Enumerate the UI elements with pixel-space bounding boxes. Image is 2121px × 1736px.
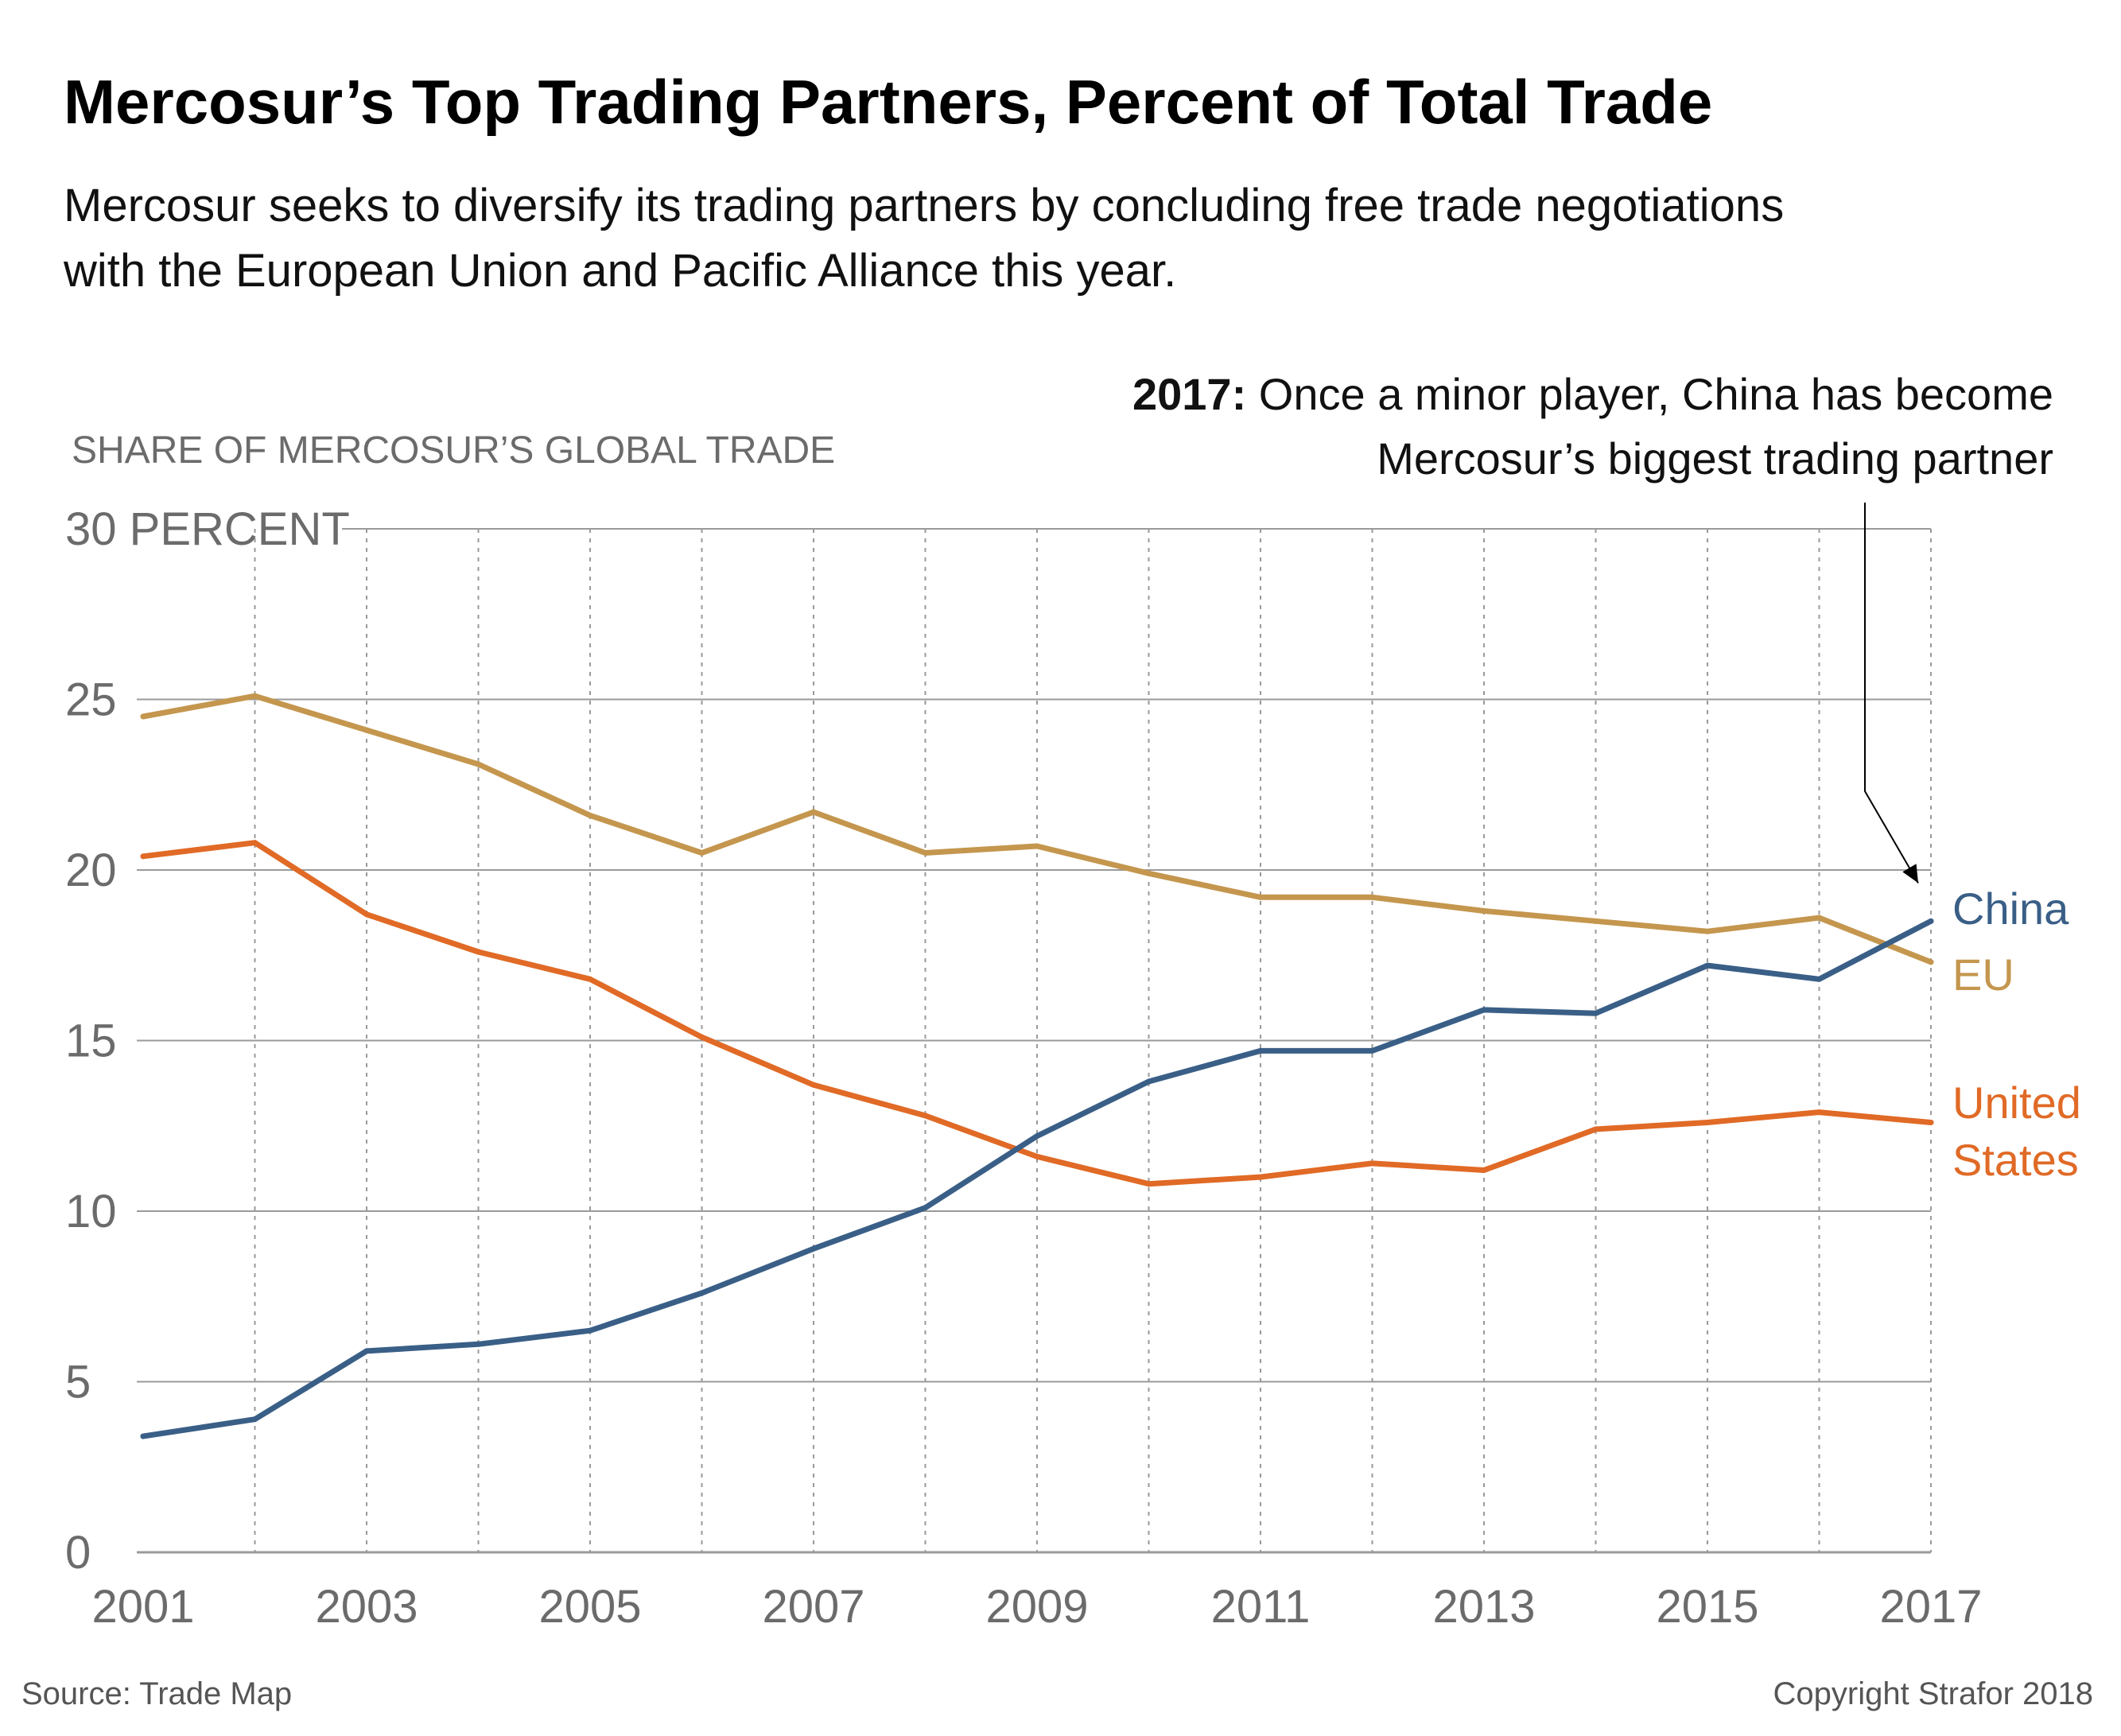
data-point-united-states-2014 (1593, 1126, 1599, 1132)
x-tick-label-2009: 2009 (985, 1581, 1088, 1633)
horizontal-gridlines (137, 528, 1931, 1383)
data-point-united-states-2013 (1481, 1167, 1487, 1174)
data-point-eu-2001 (140, 713, 146, 720)
data-point-china-2011 (1257, 1047, 1264, 1054)
chart-subtitle-line-1: Mercosur seeks to diversify its trading … (64, 180, 1784, 231)
data-point-eu-2015 (1704, 928, 1711, 934)
x-tick-label-2003: 2003 (315, 1581, 418, 1633)
y-tick-label-30: 30 PERCENT (65, 503, 350, 555)
data-point-united-states-2008 (923, 1113, 928, 1119)
x-tick-label-2015: 2015 (1656, 1581, 1758, 1633)
data-point-china-2016 (1816, 976, 1822, 982)
x-tick-label-2011: 2011 (1211, 1581, 1311, 1633)
y-tick-label-10: 10 (65, 1186, 117, 1237)
annotation-arrow-line (1864, 503, 1919, 884)
data-point-eu-2010 (1146, 870, 1152, 876)
data-point-china-2008 (923, 1205, 928, 1211)
data-point-united-states-2012 (1369, 1160, 1375, 1167)
data-point-china-2010 (1146, 1078, 1152, 1085)
y-tick-label-20: 20 (65, 845, 117, 896)
data-point-united-states-2009 (1034, 1153, 1040, 1159)
data-point-china-2001 (140, 1433, 146, 1439)
data-point-united-states-2003 (363, 911, 370, 918)
data-point-eu-2006 (699, 850, 705, 856)
data-point-eu-2003 (363, 727, 370, 733)
series-china (140, 918, 1934, 1439)
y-axis-tick-labels: 0 5 10 15 20 25 30 PERCENT (65, 503, 350, 1579)
data-point-china-2012 (1369, 1047, 1375, 1054)
x-tick-label-2007: 2007 (762, 1581, 864, 1633)
y-tick-label-25: 25 (65, 674, 117, 726)
series-label-china: China (1952, 884, 2069, 934)
series-eu (140, 693, 1934, 965)
series-united-states (140, 840, 1934, 1187)
data-point-united-states-2011 (1257, 1174, 1264, 1180)
series-label-united-states-line-2: States (1952, 1135, 2079, 1185)
data-point-china-2013 (1481, 1007, 1487, 1013)
data-point-china-2006 (699, 1290, 705, 1296)
annotation-bold: 2017: (1132, 369, 1246, 419)
data-point-united-states-2005 (587, 976, 593, 982)
x-tick-label-2013: 2013 (1432, 1581, 1535, 1633)
x-axis-tick-labels: 2001 2003 2005 2007 2009 2011 2013 2015 2017 (91, 1581, 1982, 1633)
data-point-eu-2014 (1593, 918, 1599, 924)
data-point-china-2007 (810, 1245, 817, 1252)
data-point-united-states-2016 (1816, 1109, 1822, 1116)
series-label-united-states: United States (1952, 1078, 2081, 1185)
data-point-china-2017 (1928, 918, 1934, 924)
annotation-arrow (1864, 503, 1919, 884)
vertical-gridlines (254, 529, 1932, 1552)
series-label-china-line-1: China (1952, 884, 2069, 934)
series-label-eu: EU (1952, 950, 2014, 1000)
x-tick-label-2005: 2005 (538, 1581, 641, 1633)
data-point-united-states-2010 (1146, 1181, 1152, 1187)
source-note: Source: Trade Map (21, 1676, 292, 1711)
y-axis-title: SHARE OF MERCOSUR’S GLOBAL TRADE (72, 429, 835, 472)
chart-subtitle-line-2: with the European Union and Pacific Alli… (63, 245, 1176, 297)
data-point-united-states-2002 (252, 840, 258, 846)
data-point-china-2014 (1593, 1010, 1599, 1016)
data-point-china-2004 (476, 1341, 481, 1347)
series-lines (140, 693, 1934, 1439)
x-tick-label-2017: 2017 (1879, 1581, 1982, 1633)
data-point-eu-2016 (1816, 915, 1822, 921)
copyright-note: Copyright Strafor 2018 (1773, 1676, 2093, 1711)
data-point-united-states-2004 (476, 949, 481, 955)
series-label-united-states-line-1: United (1952, 1078, 2081, 1128)
y-tick-label-15: 15 (65, 1016, 117, 1067)
x-tick-label-2001: 2001 (91, 1581, 194, 1633)
data-point-eu-2005 (587, 812, 593, 818)
annotation-arrow-head (1902, 864, 1918, 884)
data-point-china-2005 (587, 1327, 593, 1334)
data-point-eu-2009 (1034, 843, 1040, 849)
series-label-eu-line-1: EU (1952, 950, 2014, 1000)
data-point-eu-2011 (1257, 894, 1264, 900)
data-point-united-states-2007 (810, 1082, 817, 1088)
data-point-china-2002 (252, 1416, 258, 1423)
series-labels: EU United States China (1952, 884, 2081, 1185)
data-point-eu-2002 (252, 693, 258, 699)
annotation-text-1: Once a minor player, China has become (1246, 369, 2053, 419)
data-point-china-2015 (1704, 962, 1711, 969)
y-tick-label-5: 5 (65, 1357, 91, 1408)
data-point-eu-2007 (810, 809, 817, 815)
data-point-united-states-2006 (699, 1034, 705, 1040)
data-point-china-2009 (1034, 1133, 1040, 1140)
data-point-eu-2017 (1928, 959, 1934, 965)
chart-title: Mercosur’s Top Trading Partners, Percent… (64, 67, 1712, 137)
data-point-united-states-2001 (140, 853, 146, 860)
data-point-eu-2013 (1481, 907, 1487, 914)
data-point-eu-2008 (923, 850, 928, 856)
annotation-line-2: Mercosur’s biggest trading partner (1377, 433, 2053, 484)
data-point-united-states-2017 (1928, 1119, 1934, 1125)
data-point-united-states-2015 (1704, 1119, 1711, 1125)
data-point-china-2003 (363, 1348, 370, 1354)
data-point-eu-2012 (1369, 894, 1375, 900)
y-tick-label-0: 0 (65, 1527, 91, 1579)
annotation-line-1: 2017: Once a minor player, China has bec… (1132, 369, 2053, 419)
data-point-eu-2004 (476, 761, 481, 767)
